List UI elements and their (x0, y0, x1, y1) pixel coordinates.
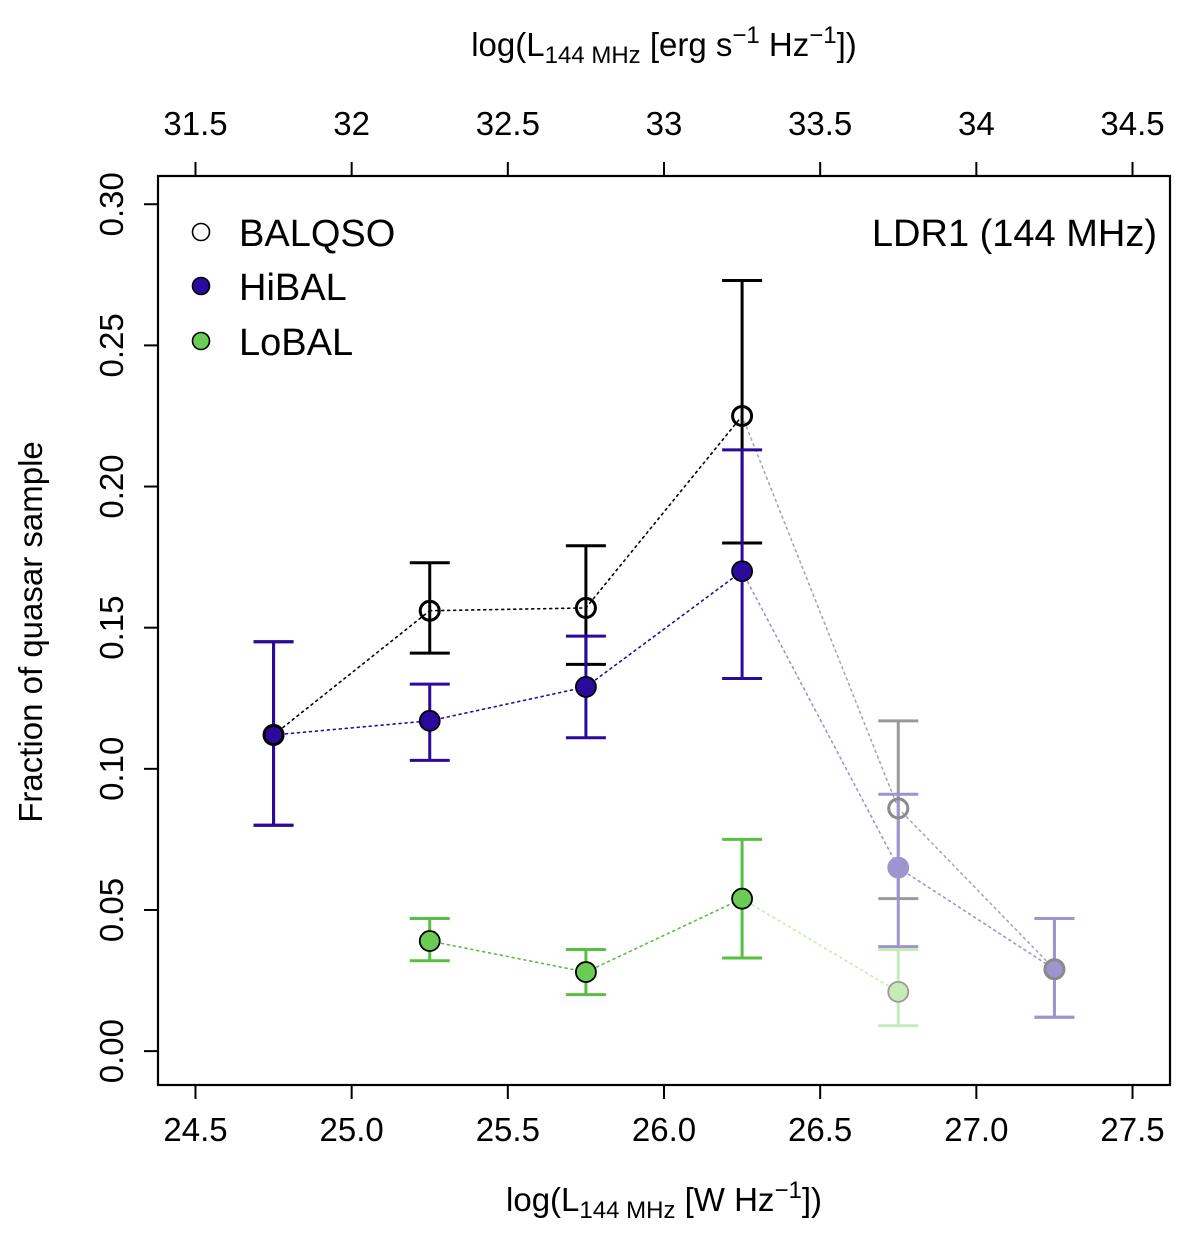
balqso-point (262, 723, 285, 746)
hibal-point (418, 709, 441, 732)
y-tick-label: 0.30 (93, 172, 130, 236)
lobal-connector (585, 897, 743, 973)
lobal-point (575, 961, 597, 983)
legend: BALQSO HiBAL LoBAL (191, 213, 395, 364)
error-bars (253, 278, 1075, 1028)
legend-marker-balqso (191, 222, 211, 242)
y-tick-label: 0.15 (93, 596, 130, 660)
balqso-point (1043, 958, 1066, 981)
balqso-point (574, 596, 597, 619)
y-tick-label: 0.20 (93, 454, 130, 518)
lobal-point (731, 887, 753, 910)
hibal-connector (272, 720, 431, 736)
top-tick-label: 34 (958, 105, 995, 142)
connector-lines (272, 415, 1056, 993)
top-tick-label: 33.5 (788, 105, 852, 142)
hibal-connector (585, 570, 743, 688)
x-tick-label: 26.5 (788, 1111, 852, 1148)
top-tick-label: 32.5 (476, 105, 540, 142)
legend-marker-hibal (191, 276, 211, 296)
hibal-point (887, 856, 910, 879)
hibal-point (575, 676, 597, 698)
x-tick-label: 25.5 (476, 1111, 540, 1148)
y-tick-label: 0.00 (93, 1019, 130, 1083)
top-tick-label: 34.5 (1100, 105, 1164, 142)
legend-marker-lobal (191, 331, 211, 351)
top-tick-label: 33 (646, 105, 683, 142)
balqso-connector (897, 807, 1056, 971)
y-tick-label: 0.25 (93, 313, 130, 377)
plot-frame (156, 174, 1172, 1087)
data-points (262, 404, 1066, 1003)
legend-label-lobal: LoBAL (239, 322, 353, 364)
legend-label-balqso: BALQSO (239, 213, 395, 255)
top-tick-label: 32 (333, 105, 370, 142)
hibal-point (731, 560, 753, 583)
axes-layer: 24.5 25.0 25.5 26.0 26.5 27.0 27.5 0.00 0.05 0.10… (93, 105, 1165, 1148)
y-axis-title: Fraction of quasar sample (12, 441, 49, 823)
balqso-point (731, 404, 754, 427)
hibal-connector (741, 570, 900, 869)
y-tick-label: 0.05 (93, 878, 130, 942)
hibal-connector (428, 686, 587, 722)
x-tick-label: 25.0 (320, 1111, 384, 1148)
lobal-point (887, 980, 910, 1003)
lobal-connector (741, 897, 900, 993)
x-axis-title: log(L144 MHz [W Hz−1]) (506, 1177, 822, 1224)
balqso-connector (272, 609, 431, 736)
x-tick-label: 26.0 (632, 1111, 696, 1148)
hibal-connector (897, 866, 1056, 971)
balqso-connector (741, 415, 900, 810)
x-tick-label: 27.5 (1100, 1111, 1164, 1148)
balqso-connector (428, 607, 587, 612)
x-tick-label: 24.5 (163, 1111, 227, 1148)
lobal-point (418, 930, 441, 952)
balqso-point (887, 797, 910, 820)
balqso-point (418, 599, 441, 622)
balqso-connector (585, 415, 743, 609)
plot-annotation: LDR1 (144 MHz) (872, 213, 1157, 255)
legend-label-hibal: HiBAL (239, 267, 347, 309)
lobal-connector (428, 940, 587, 973)
top-tick-label: 31.5 (163, 105, 227, 142)
x-tick-label: 27.0 (944, 1111, 1008, 1148)
top-axis-title: log(L144 MHz [erg s−1 Hz−1]) (471, 22, 857, 69)
y-tick-label: 0.10 (93, 737, 130, 801)
